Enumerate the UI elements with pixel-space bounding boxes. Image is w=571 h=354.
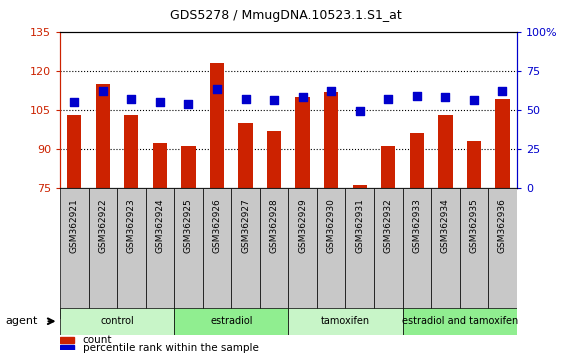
Text: GSM362928: GSM362928 xyxy=(270,198,279,253)
Point xyxy=(441,95,450,100)
Point xyxy=(384,96,393,102)
Bar xyxy=(317,188,345,319)
Bar xyxy=(374,188,403,319)
Text: tamoxifen: tamoxifen xyxy=(321,316,370,326)
Point xyxy=(469,98,478,103)
Text: control: control xyxy=(100,316,134,326)
Text: GSM362924: GSM362924 xyxy=(155,199,164,253)
Bar xyxy=(403,188,431,319)
Bar xyxy=(467,141,481,188)
Text: GSM362929: GSM362929 xyxy=(298,198,307,253)
Bar xyxy=(67,115,82,188)
Bar xyxy=(60,308,174,335)
Point xyxy=(184,101,193,106)
Bar xyxy=(296,97,309,188)
Bar xyxy=(410,133,424,188)
Bar xyxy=(288,188,317,319)
Text: GSM362931: GSM362931 xyxy=(355,198,364,253)
Text: GSM362934: GSM362934 xyxy=(441,198,450,253)
Point xyxy=(412,93,421,98)
Point xyxy=(498,88,507,94)
Bar xyxy=(488,188,517,319)
Point xyxy=(327,88,336,94)
Text: GSM362933: GSM362933 xyxy=(412,198,421,253)
Bar xyxy=(345,188,374,319)
Point xyxy=(155,99,164,105)
Text: percentile rank within the sample: percentile rank within the sample xyxy=(83,343,259,353)
Bar xyxy=(146,188,174,319)
Point xyxy=(270,98,279,103)
Bar xyxy=(288,308,403,335)
Text: agent: agent xyxy=(6,316,38,326)
Text: GSM362921: GSM362921 xyxy=(70,198,79,253)
Bar xyxy=(260,188,288,319)
Text: GSM362922: GSM362922 xyxy=(98,199,107,253)
Bar xyxy=(239,123,252,188)
Bar xyxy=(174,188,203,319)
Bar xyxy=(431,188,460,319)
Bar xyxy=(174,308,288,335)
Text: GSM362925: GSM362925 xyxy=(184,198,193,253)
Bar xyxy=(182,146,195,188)
Bar xyxy=(203,188,231,319)
Point xyxy=(70,99,79,105)
Bar xyxy=(439,115,452,188)
Bar xyxy=(460,188,488,319)
Bar xyxy=(117,188,146,319)
Bar xyxy=(267,131,281,188)
Bar xyxy=(496,99,510,188)
Text: GSM362923: GSM362923 xyxy=(127,198,136,253)
Text: GDS5278 / MmugDNA.10523.1.S1_at: GDS5278 / MmugDNA.10523.1.S1_at xyxy=(170,9,401,22)
Point xyxy=(298,95,307,100)
Text: GSM362932: GSM362932 xyxy=(384,198,393,253)
Point xyxy=(241,96,250,102)
Point xyxy=(98,88,107,94)
Text: GSM362936: GSM362936 xyxy=(498,198,507,253)
Point xyxy=(212,87,222,92)
Point xyxy=(127,96,136,102)
Bar xyxy=(60,337,74,343)
Text: estradiol: estradiol xyxy=(210,316,252,326)
Point xyxy=(355,108,364,114)
Bar xyxy=(96,84,110,188)
Text: GSM362927: GSM362927 xyxy=(241,198,250,253)
Bar xyxy=(324,92,338,188)
Bar xyxy=(60,345,74,350)
Bar xyxy=(381,146,395,188)
Bar xyxy=(153,143,167,188)
Text: GSM362926: GSM362926 xyxy=(212,198,222,253)
Text: estradiol and tamoxifen: estradiol and tamoxifen xyxy=(401,316,518,326)
Bar xyxy=(60,188,89,319)
Bar xyxy=(89,188,117,319)
Bar xyxy=(353,185,367,188)
Bar xyxy=(231,188,260,319)
Bar xyxy=(124,115,138,188)
Text: GSM362935: GSM362935 xyxy=(469,198,478,253)
Bar xyxy=(403,308,517,335)
Text: count: count xyxy=(83,335,112,345)
Text: GSM362930: GSM362930 xyxy=(327,198,336,253)
Bar xyxy=(210,63,224,188)
